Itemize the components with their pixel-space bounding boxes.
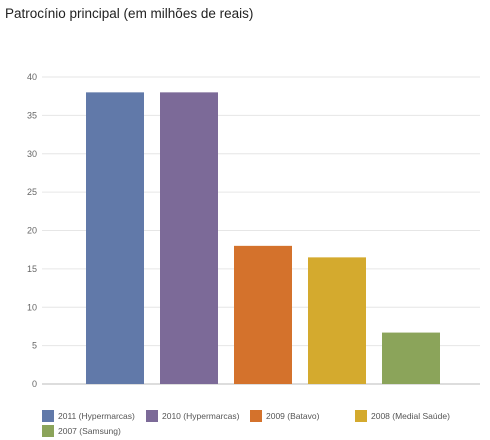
y-tick-label: 5 — [32, 341, 37, 351]
legend-item: 2011 (Hypermarcas) — [42, 410, 135, 422]
y-tick-label: 35 — [27, 110, 37, 120]
legend-swatch — [250, 410, 262, 422]
legend-label: 2010 (Hypermarcas) — [162, 411, 240, 421]
chart-title: Patrocínio principal (em milhões de reai… — [5, 6, 254, 21]
bar — [308, 257, 366, 384]
legend-item: 2007 (Samsung) — [42, 425, 121, 437]
bar — [234, 245, 292, 384]
legend-item: 2008 (Medial Saúde) — [355, 410, 450, 422]
legend-item: 2010 (Hypermarcas) — [146, 410, 239, 422]
legend-label: 2011 (Hypermarcas) — [58, 411, 135, 421]
legend-swatch — [42, 425, 54, 437]
legend-label: 2007 (Samsung) — [58, 426, 121, 436]
legend-item: 2009 (Batavo) — [250, 410, 319, 422]
legend-swatch — [146, 410, 158, 422]
y-tick-label: 20 — [27, 226, 37, 236]
bar — [86, 92, 144, 384]
legend-swatch — [355, 410, 367, 422]
y-tick-label: 40 — [27, 72, 37, 82]
legend-label: 2009 (Batavo) — [266, 411, 320, 421]
bar — [382, 332, 440, 384]
legend-label: 2008 (Medial Saúde) — [371, 411, 450, 421]
bar — [160, 92, 218, 384]
y-tick-label: 30 — [27, 149, 37, 159]
legend-swatch — [42, 410, 54, 422]
y-tick-label: 10 — [27, 302, 37, 312]
y-tick-label: 25 — [27, 187, 37, 197]
y-tick-label: 0 — [32, 379, 37, 389]
y-tick-label: 15 — [27, 264, 37, 274]
